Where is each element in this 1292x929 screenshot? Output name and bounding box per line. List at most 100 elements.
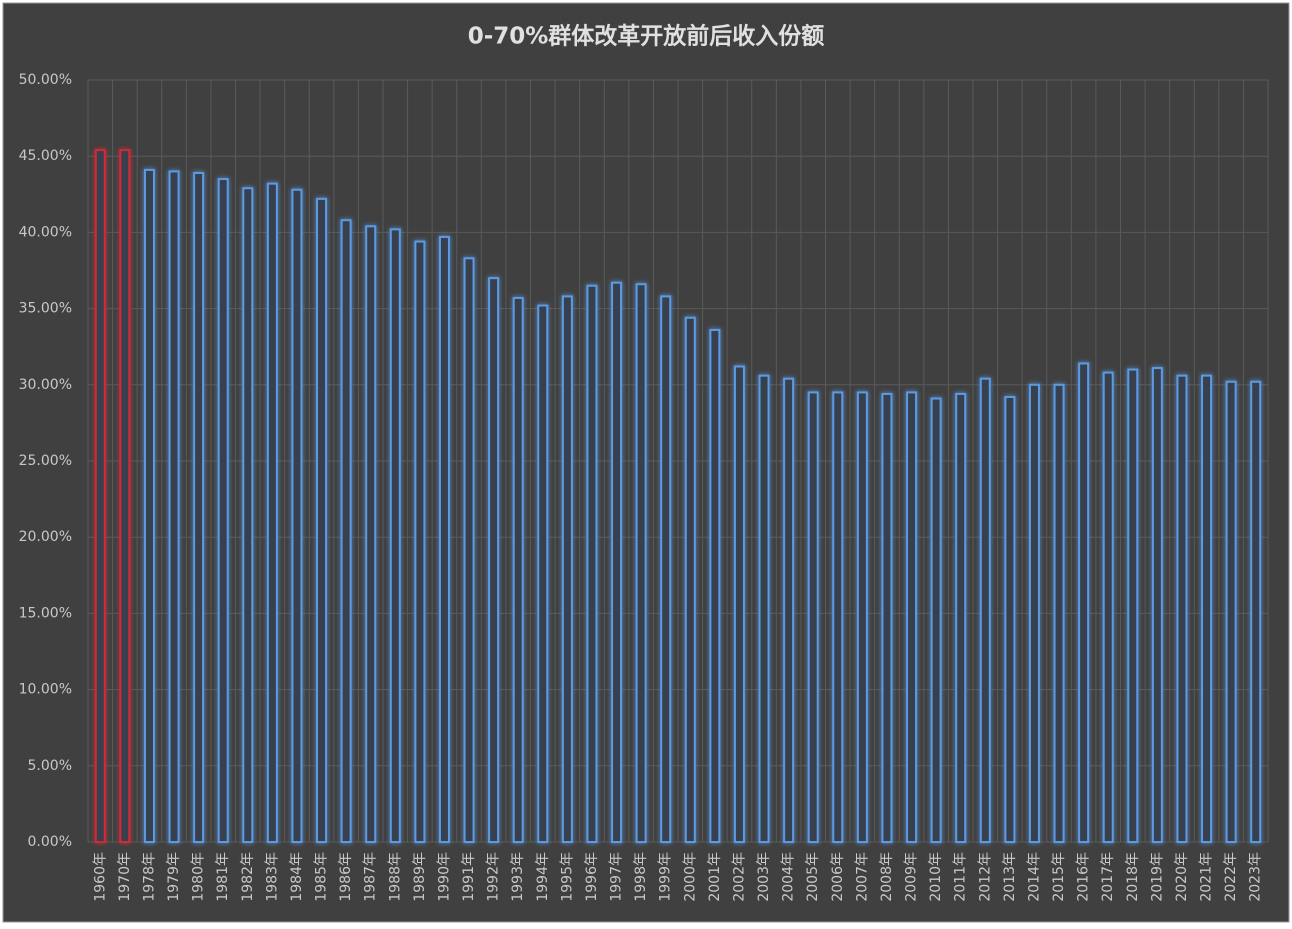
x-tick-label: 2002年 (731, 852, 747, 902)
x-tick-label: 1985年 (314, 852, 330, 902)
bar (537, 304, 549, 843)
x-tick-label: 1997年 (609, 852, 625, 902)
y-tick-label: 30.00% (19, 377, 72, 393)
bar (561, 295, 573, 843)
bar (119, 149, 131, 843)
bar (856, 391, 868, 843)
bar (1004, 395, 1016, 843)
x-tick-label: 1960年 (92, 852, 108, 902)
x-tick-label: 2010年 (928, 852, 944, 902)
x-tick-label: 1989年 (412, 852, 428, 902)
x-tick-label: 2004年 (781, 852, 797, 902)
bar (94, 149, 106, 843)
bar (143, 168, 155, 843)
y-tick-label: 20.00% (19, 529, 72, 545)
x-tick-label: 2003年 (756, 852, 772, 902)
bar (1250, 380, 1262, 843)
bar (193, 171, 205, 844)
bar (242, 187, 254, 844)
bar (733, 365, 745, 843)
bar (1028, 383, 1040, 843)
bar (586, 284, 598, 843)
x-tick-label: 1993年 (510, 852, 526, 902)
bar (1176, 374, 1188, 843)
bar (488, 277, 500, 843)
x-tick-label: 2005年 (805, 852, 821, 902)
x-tick-label: 1984年 (289, 852, 305, 902)
y-tick-label: 0.00% (28, 834, 72, 850)
x-tick-label: 2012年 (977, 852, 993, 902)
x-tick-label: 2018年 (1125, 852, 1141, 902)
x-tick-label: 1979年 (166, 852, 182, 902)
x-tick-label: 1983年 (264, 852, 280, 902)
x-tick-label: 1988年 (387, 852, 403, 902)
bar (168, 170, 180, 843)
x-tick-label: 1990年 (436, 852, 452, 902)
x-tick-label: 1998年 (633, 852, 649, 902)
x-tick-label: 2019年 (1149, 852, 1165, 902)
bar (979, 377, 991, 843)
chart-title: 0-70%群体改革开放前后收入份额 (468, 23, 825, 50)
x-tick-label: 1995年 (559, 852, 575, 902)
bar (906, 391, 918, 843)
x-tick-label: 2013年 (1002, 852, 1018, 902)
x-tick-label: 1970年 (117, 852, 133, 902)
bar (684, 316, 696, 843)
x-tick-label: 1986年 (338, 852, 354, 902)
x-tick-label: 2006年 (830, 852, 846, 902)
x-tick-label: 2000年 (682, 852, 698, 902)
x-tick-label: 1980年 (191, 852, 207, 902)
x-tick-label: 2014年 (1026, 852, 1042, 902)
x-tick-label: 1992年 (486, 852, 502, 902)
x-tick-label: 1991年 (461, 852, 477, 902)
bar (316, 197, 328, 843)
x-tick-label: 2001年 (707, 852, 723, 902)
bar (1201, 374, 1213, 843)
bar (1078, 362, 1090, 843)
x-tick-label: 2021年 (1199, 852, 1215, 902)
bar (389, 228, 401, 844)
x-tick-label: 2017年 (1100, 852, 1116, 902)
y-tick-label: 25.00% (19, 453, 72, 469)
bar (291, 188, 303, 843)
bar (365, 225, 377, 843)
y-tick-label: 10.00% (19, 682, 72, 698)
bar (832, 391, 844, 843)
bar (438, 235, 450, 844)
x-tick-label: 1982年 (240, 852, 256, 902)
bar (930, 397, 942, 843)
x-tick-label: 1999年 (658, 852, 674, 902)
x-tick-label: 1987年 (363, 852, 379, 902)
bar (709, 328, 721, 844)
bar (217, 178, 229, 843)
y-tick-label: 50.00% (19, 72, 72, 88)
x-tick-label: 1981年 (215, 852, 231, 902)
bar (758, 374, 770, 843)
bar (1225, 380, 1237, 843)
x-tick-label: 2016年 (1076, 852, 1092, 902)
y-tick-label: 5.00% (28, 758, 72, 774)
x-tick-label: 2022年 (1223, 852, 1239, 902)
x-tick-label: 2015年 (1051, 852, 1067, 902)
bar (635, 283, 647, 843)
y-tick-label: 40.00% (19, 224, 72, 240)
y-tick-label: 15.00% (19, 605, 72, 621)
bar (1127, 368, 1139, 843)
x-tick-label: 2011年 (953, 852, 969, 902)
y-tick-label: 45.00% (19, 148, 72, 164)
x-tick-label: 2020年 (1174, 852, 1190, 902)
bar (783, 377, 795, 843)
x-tick-label: 1996年 (584, 852, 600, 902)
bar (1053, 383, 1065, 843)
bar (881, 392, 893, 843)
bar (414, 240, 426, 843)
bar (512, 296, 524, 843)
x-tick-label: 2023年 (1248, 852, 1264, 902)
x-tick-label: 1978年 (141, 852, 157, 902)
bar (807, 391, 819, 843)
bar (266, 182, 278, 843)
x-tick-label: 2009年 (904, 852, 920, 902)
bar (463, 257, 475, 844)
x-tick-label: 2008年 (879, 852, 895, 902)
